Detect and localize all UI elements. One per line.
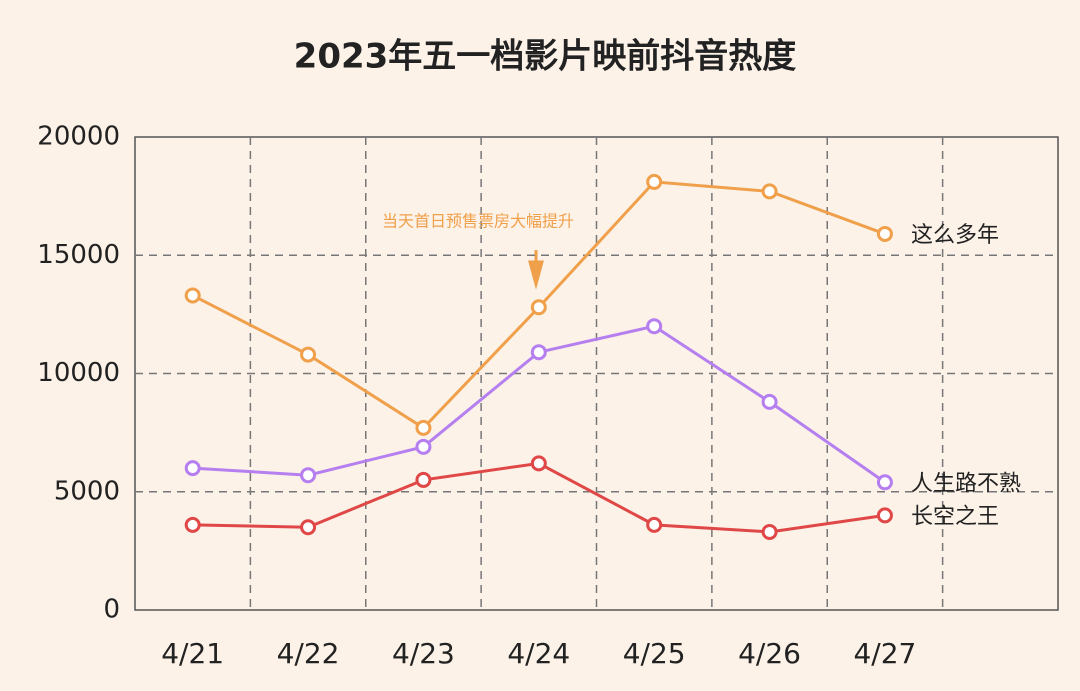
annotation-arrow [528,250,544,290]
y-tick-label: 15000 [37,240,120,270]
data-point [761,183,778,200]
x-tick-label: 4/22 [277,637,340,670]
x-tick-label: 4/27 [853,637,916,670]
series-label: 这么多年 [911,223,999,248]
data-point [761,523,778,540]
data-point [415,471,432,488]
data-point [876,225,893,242]
data-point [530,299,547,316]
x-tick-label: 4/26 [738,637,801,670]
data-point [876,507,893,524]
x-tick-label: 4/21 [161,637,224,670]
data-point [761,393,778,410]
data-point [530,344,547,361]
series-label: 人生路不熟 [911,471,1021,496]
data-point [530,455,547,472]
y-tick-label: 5000 [54,476,120,506]
y-tick-label: 0 [103,595,120,625]
data-point [876,474,893,491]
series-label: 长空之王 [911,504,999,529]
data-point [300,467,317,484]
x-tick-label: 4/23 [392,637,455,670]
data-point [646,318,663,335]
data-point [300,346,317,363]
annotation: 当天首日预售票房大幅提升 [382,212,574,231]
x-tick-label: 4/25 [623,637,686,670]
chart-title: 2023年五一档影片映前抖音热度 [294,37,797,77]
data-point [646,173,663,190]
data-point [184,460,201,477]
data-point [646,516,663,533]
x-tick-label: 4/24 [507,637,570,670]
data-point [415,438,432,455]
data-point [184,287,201,304]
data-point [300,519,317,536]
y-tick-label: 10000 [37,358,120,388]
data-point [415,419,432,436]
y-tick-label: 20000 [37,122,120,152]
data-point [184,516,201,533]
